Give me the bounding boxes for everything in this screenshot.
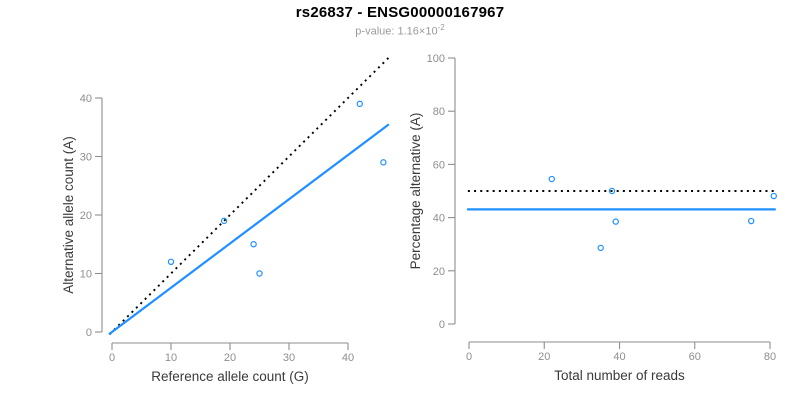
y-tick-label: 10 [80, 269, 92, 281]
data-point [608, 187, 616, 195]
y-tick-label: 20 [80, 210, 92, 222]
data-point [747, 217, 755, 225]
data-point [220, 217, 228, 225]
data-point [256, 270, 263, 277]
data-point [612, 218, 619, 225]
data-point [167, 258, 175, 265]
x-tick-label: 0 [466, 351, 472, 363]
x-tick-label: 20 [538, 351, 550, 363]
y-tick-label: 0 [439, 319, 445, 331]
x-tick-label: 40 [613, 351, 625, 363]
x-tick-label: 20 [224, 352, 236, 364]
x-tick-label: 30 [283, 352, 295, 364]
x-tick-label: 0 [109, 352, 115, 364]
y-tick-label: 60 [433, 159, 445, 171]
data-point [770, 192, 777, 200]
p-value-text: p-value: 1.16×10 [355, 25, 438, 38]
data-point [380, 159, 387, 166]
identity-line [108, 55, 392, 336]
y-tick-label: 40 [80, 93, 92, 105]
x-tick-label: 10 [165, 352, 177, 364]
y-tick-label: 30 [80, 152, 92, 164]
y-tick-label: 100 [427, 53, 445, 65]
y-tick-label: 80 [433, 106, 445, 118]
x-axis-title: Reference allele count (G) [151, 369, 309, 384]
p-value-exponent: -2 [437, 23, 445, 32]
data-point [356, 100, 363, 108]
p-value-subtitle: p-value: 1.16×10-2 [0, 23, 800, 38]
x-axis-title: Total number of reads [554, 368, 685, 383]
right-panel: 0 20 40 60 80 100 0 20 40 60 80 Total number of rea… [408, 53, 777, 383]
left-panel: 0 10 20 30 40 0 10 20 30 40 Reference allele count… [61, 55, 392, 384]
data-point [548, 175, 555, 183]
page-title: rs26837 - ENSG00000167967 [295, 4, 505, 21]
y-axis-title: Alternative allele count (A) [61, 136, 76, 294]
data-point [250, 241, 257, 248]
data-point [597, 244, 604, 252]
y-axis-title: Percentage alternative (A) [408, 113, 423, 270]
y-tick-label: 40 [433, 213, 445, 225]
x-tick-label: 60 [689, 351, 701, 363]
y-tick-label: 20 [433, 266, 445, 278]
fit-line [108, 123, 390, 335]
y-tick-label: 0 [86, 327, 92, 339]
x-tick-label: 80 [764, 351, 776, 363]
x-tick-label: 40 [342, 352, 354, 364]
